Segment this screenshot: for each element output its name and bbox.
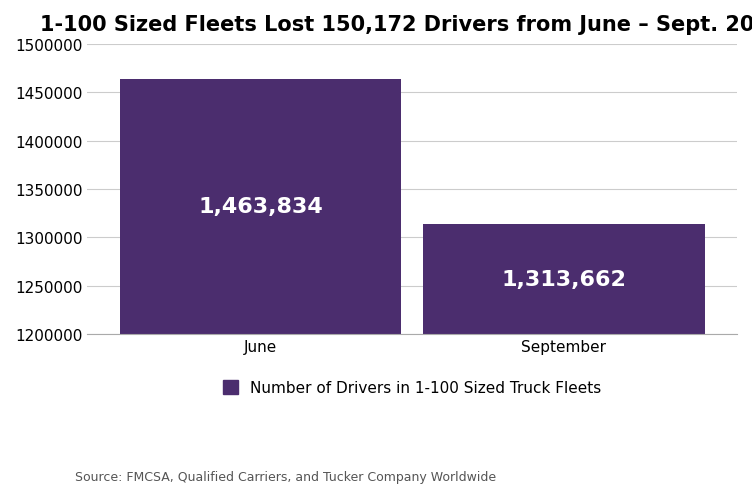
Bar xyxy=(120,80,402,488)
Text: 1,313,662: 1,313,662 xyxy=(502,269,626,289)
Legend: Number of Drivers in 1-100 Sized Truck Fleets: Number of Drivers in 1-100 Sized Truck F… xyxy=(217,374,608,402)
Title: 1-100 Sized Fleets Lost 150,172 Drivers from June – Sept. 2020: 1-100 Sized Fleets Lost 150,172 Drivers … xyxy=(41,15,752,35)
Text: Source: FMCSA, Qualified Carriers, and Tucker Company Worldwide: Source: FMCSA, Qualified Carriers, and T… xyxy=(75,470,496,483)
Text: 1,463,834: 1,463,834 xyxy=(199,197,323,217)
Bar xyxy=(423,224,705,488)
